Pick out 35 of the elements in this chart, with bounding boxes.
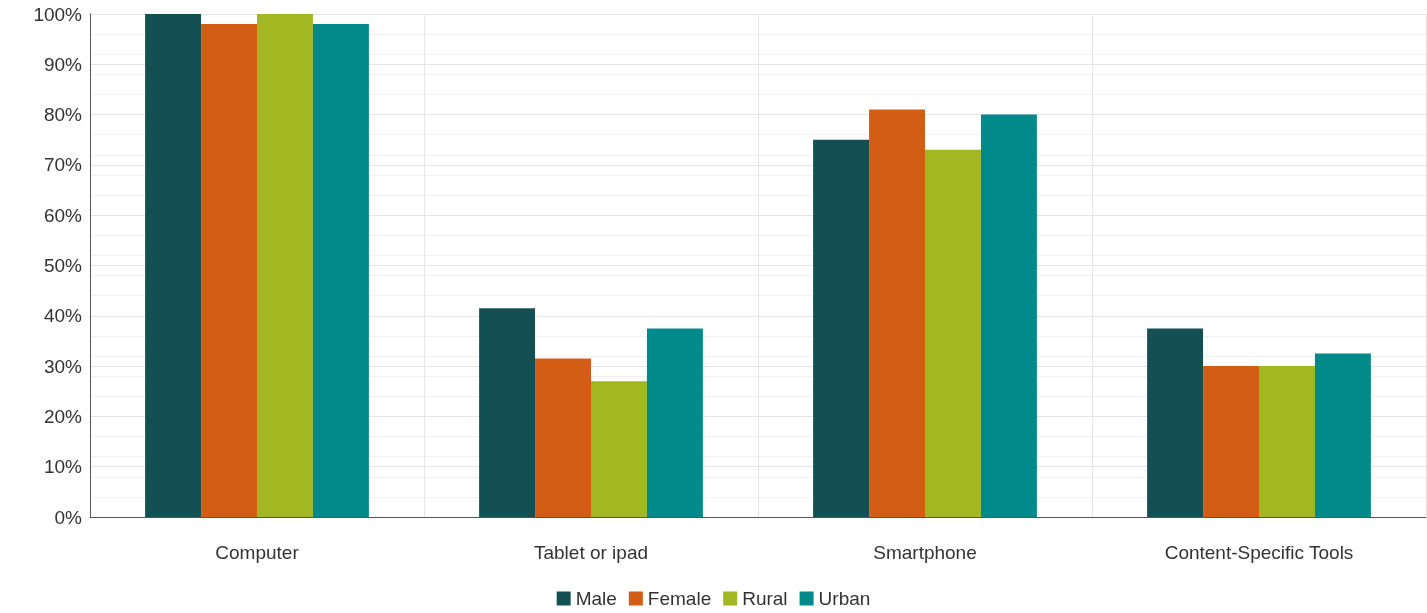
bar [1259,366,1315,517]
legend-label: Female [647,588,712,609]
legend-label: Rural [742,588,788,609]
bar [1147,328,1204,517]
bar [535,358,591,517]
y-tick-label: 10% [43,456,83,478]
x-tick-label: Content-Specific Tools [1164,542,1354,563]
y-tick-label: 0% [54,506,83,528]
x-tick-label: Computer [215,542,300,563]
y-tick-label: 50% [43,255,83,276]
y-tick-label: 20% [43,405,83,427]
bar [813,139,870,517]
x-tick-label: Smartphone [873,542,977,563]
bar [980,114,1037,517]
bar [1203,366,1259,517]
y-tick-label: 90% [43,53,83,75]
y-tick-label: 100% [33,3,83,25]
bar [646,328,703,517]
bar [201,24,257,517]
y-tick-label: 70% [43,154,83,176]
bar [257,14,313,517]
x-tick-label: Tablet or ipad [533,542,649,563]
y-tick-label: 60% [43,204,83,226]
legend-label: Urban [818,588,871,609]
y-tick-label: 80% [43,104,83,126]
bar [312,24,369,517]
bar [479,308,536,517]
bar [1314,353,1371,517]
bar [869,109,925,517]
bar [591,381,647,517]
bar [925,149,981,517]
legend-label: Male [575,588,617,609]
bar [145,14,202,517]
y-tick-label: 40% [43,305,83,327]
y-tick-label: 30% [43,355,83,377]
